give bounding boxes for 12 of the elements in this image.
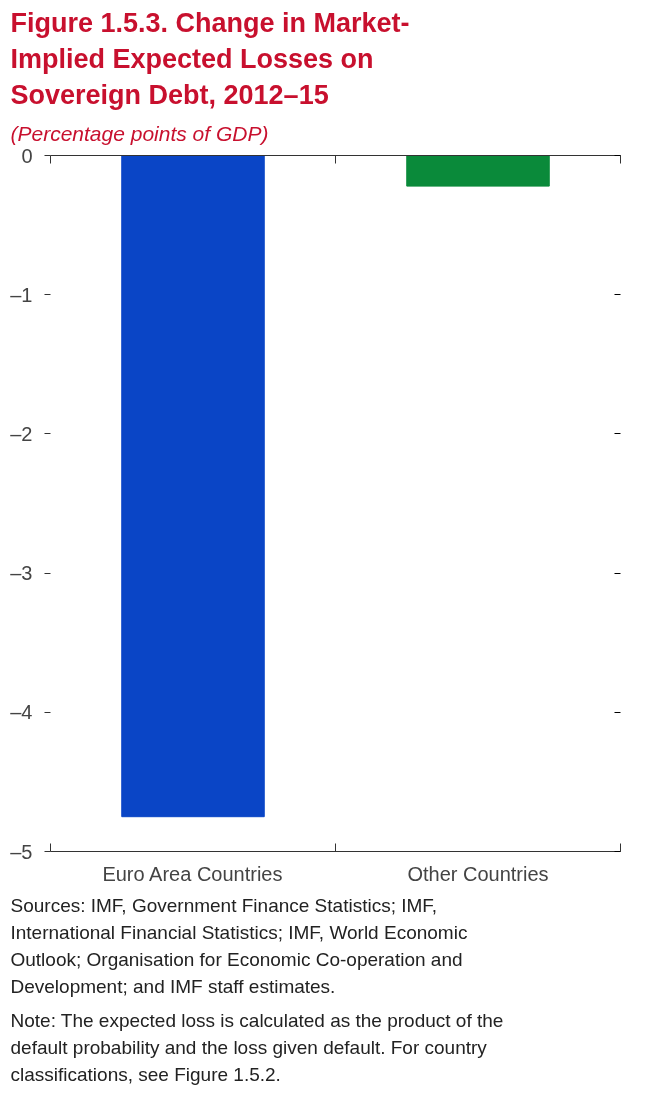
text: Note: The expected loss is calculated as the product of the default probability and the loss given default. For country classifications, see Figure 1.5.2. (10, 1009, 504, 1086)
source-note: Sources: IMF, Government Finance Statistics; IMF, International Financial Statistics; IMF, World Economic Outlook; Organisation for Economic Co-operation and Development; and IMF staff estimates. (10, 894, 468, 998)
x-tick-label: Euro Area Countries (102, 862, 283, 885)
x-tick-label: Other Countries (407, 862, 549, 885)
y-tick-label: –1 (10, 283, 33, 306)
y-tick-label: –5 (10, 840, 33, 863)
y-tick-label: 0 (21, 144, 33, 167)
chart-title: Figure 1.5.3. Change in Market-Implied Expected Losses on Sovereign Debt, 2012–15 (10, 7, 410, 110)
y-tick-label: –2 (10, 422, 33, 445)
chart-subtitle: (Percentage points of GDP) (10, 121, 269, 145)
y-tick-label: –4 (10, 701, 33, 724)
y-tick-label: –3 (10, 562, 33, 585)
